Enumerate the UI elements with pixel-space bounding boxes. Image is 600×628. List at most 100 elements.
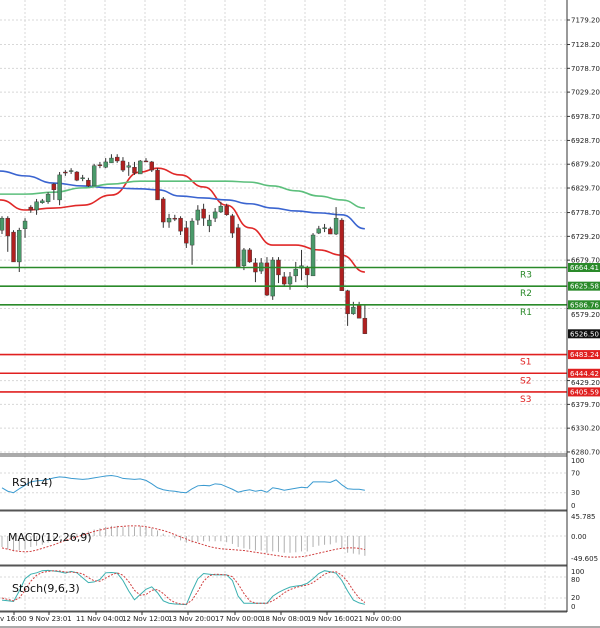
- level-tag: [568, 281, 600, 291]
- candle: [109, 154, 114, 164]
- candle: [91, 163, 97, 187]
- candle-body: [57, 174, 62, 201]
- candle-body: [138, 160, 143, 175]
- price-tick-label: 6330.20: [571, 425, 600, 433]
- level-tag: [568, 368, 600, 378]
- price-tick-label: 6379.70: [571, 401, 600, 409]
- candle: [11, 230, 16, 263]
- candle-body: [212, 211, 218, 219]
- candle-body: [40, 200, 45, 203]
- candle-body: [155, 169, 160, 201]
- candle: [45, 192, 51, 204]
- candle: [310, 233, 316, 277]
- price-tick-label: 7029.20: [571, 89, 600, 97]
- candle: [264, 257, 270, 297]
- candle-body: [345, 290, 350, 315]
- candle-body: [34, 201, 39, 211]
- price-tick-label: 6928.70: [571, 137, 600, 145]
- candle: [166, 213, 172, 228]
- pane-0: [0, 0, 567, 454]
- candle: [0, 216, 5, 235]
- rsi-label: RSI(14): [12, 476, 52, 489]
- candle: [195, 205, 201, 225]
- macd-signal-line: [1, 525, 365, 558]
- candle-body: [189, 220, 195, 246]
- candle: [138, 160, 143, 175]
- macd-tick-label: -49.605: [571, 555, 598, 563]
- level-label-s1: S1: [520, 358, 531, 368]
- level-tag-value: 6586.76: [570, 301, 599, 309]
- level-label-s3: S3: [520, 395, 531, 405]
- candle-body: [305, 267, 310, 276]
- candle-body: [166, 217, 172, 223]
- candle-body: [356, 304, 362, 319]
- candle: [143, 158, 149, 163]
- price-tick-label: 6579.20: [571, 311, 600, 319]
- candle-body: [51, 183, 57, 191]
- level-tag: [568, 350, 600, 360]
- level-label-r3: R3: [520, 270, 532, 280]
- price-tick-label: 6978.70: [571, 113, 600, 121]
- candle: [172, 214, 178, 222]
- candle: [316, 225, 321, 235]
- price-tick-label: 6429.20: [571, 379, 600, 387]
- candle: [218, 201, 224, 213]
- level-tag-value: 6664.41: [570, 264, 599, 272]
- stoch-signal-line: [1, 570, 366, 605]
- candle: [17, 227, 22, 273]
- candle-body: [17, 229, 22, 263]
- candle-body: [109, 157, 114, 164]
- candle-body: [103, 161, 108, 168]
- candle: [235, 223, 241, 268]
- pane-3: [0, 567, 567, 611]
- level-tag-value: 6405.59: [570, 388, 599, 396]
- candle-body: [310, 234, 316, 277]
- candle-body: [201, 208, 206, 219]
- candle: [68, 168, 74, 174]
- candle-body: [172, 217, 178, 220]
- candle-body: [339, 219, 345, 291]
- candle-body: [68, 170, 74, 172]
- price-tick-label: 6729.20: [571, 233, 600, 241]
- level-tag-value: 6625.58: [570, 283, 599, 291]
- price-tick-label: 7179.20: [571, 17, 600, 25]
- level-tag: [568, 262, 600, 272]
- candle: [155, 168, 160, 201]
- candle-body: [178, 217, 183, 232]
- candle-body: [241, 249, 247, 266]
- pane-1: [0, 456, 567, 510]
- time-label: 18 Nov 08:00: [261, 615, 308, 623]
- candle: [224, 203, 229, 216]
- candle: [328, 226, 333, 235]
- candle-body: [74, 171, 80, 181]
- stoch-label: Stoch(9,6,3): [12, 582, 80, 595]
- price-tick-label: 7128.20: [571, 41, 600, 49]
- candle-body: [362, 317, 368, 334]
- candle: [97, 161, 103, 169]
- rsi-line: [1, 474, 365, 494]
- candle: [345, 289, 350, 326]
- candle-body: [287, 276, 293, 285]
- rsi-tick-label: 30: [571, 489, 580, 497]
- candle: [362, 305, 368, 335]
- pane-2: [0, 512, 567, 565]
- candle-body: [86, 179, 91, 187]
- time-label: 17 Nov 00:00: [215, 615, 262, 623]
- candle-body: [333, 217, 339, 235]
- price-tick-label: 6778.70: [571, 209, 600, 217]
- candle-body: [80, 177, 85, 179]
- time-label: 11 Nov 04:00: [76, 615, 123, 623]
- candle-body: [161, 198, 166, 223]
- candle: [282, 272, 287, 286]
- candle-body: [28, 206, 33, 211]
- candle-body: [184, 227, 189, 244]
- candle: [40, 198, 45, 204]
- price-tick-label: 6679.70: [571, 257, 600, 265]
- macd-tick-label: 0.00: [571, 533, 587, 541]
- candle: [333, 207, 339, 235]
- candle-body: [218, 205, 224, 213]
- moving-average-green: [0, 180, 365, 209]
- price-tick-label: 6829.70: [571, 185, 600, 193]
- price-tick-label: 6280.70: [571, 448, 600, 456]
